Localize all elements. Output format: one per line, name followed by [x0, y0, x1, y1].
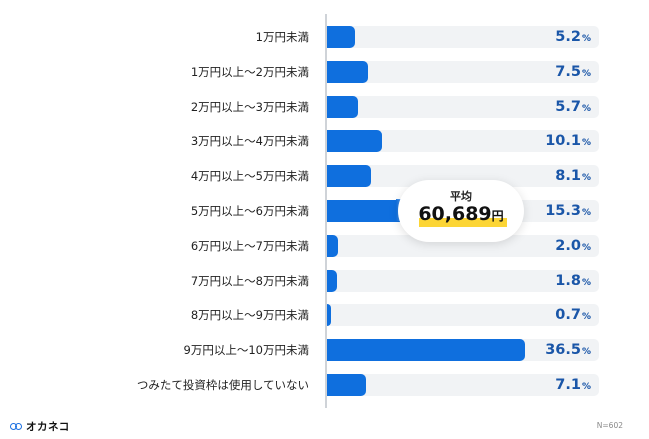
- bar: [327, 339, 526, 362]
- bar-track: [327, 165, 599, 188]
- value-number: 0.7: [555, 307, 581, 324]
- bar: [327, 95, 358, 118]
- value-label: 7.1%: [555, 374, 591, 396]
- category-label: 6万円以上〜7万円未満: [190, 238, 309, 253]
- category-label: 5万円以上〜6万円未満: [190, 204, 309, 218]
- bar-track: [327, 234, 599, 257]
- value-label: 10.1%: [545, 130, 591, 152]
- bar-row: 3万円以上〜4万円未満 10.1%: [0, 130, 649, 153]
- category-label: つみたて投資枠は使用していない: [136, 378, 309, 392]
- bar: [327, 165, 371, 188]
- percent-sign: %: [581, 382, 591, 392]
- value-number: 36.5: [545, 342, 581, 359]
- bar-row: つみたて投資枠は使用していない 7.1%: [0, 374, 649, 396]
- bar: [327, 234, 338, 257]
- bar-row: 8万円以上〜9万円未満 0.7%: [0, 304, 649, 327]
- percent-sign: %: [581, 138, 591, 149]
- value-label: 15.3%: [545, 200, 591, 222]
- value-label: 5.7%: [555, 96, 591, 118]
- value-label: 2.0%: [555, 235, 591, 257]
- brand-name: オカネコ: [26, 420, 70, 433]
- category-label: 8万円以上〜9万円未満: [190, 308, 309, 323]
- value-number: 8.1: [555, 168, 581, 185]
- value-number: 7.5: [555, 63, 581, 80]
- bar: [327, 374, 366, 396]
- average-callout: 平均 60,689円: [398, 180, 524, 242]
- bar-track: [327, 304, 599, 327]
- value-number: 15.3: [545, 203, 581, 219]
- bar-row: 7万円以上〜8万円未満 1.8%: [0, 269, 649, 292]
- percent-sign: %: [581, 277, 591, 288]
- average-highlight: [419, 218, 507, 227]
- percent-sign: %: [581, 34, 591, 44]
- bar: [327, 26, 356, 48]
- value-number: 2.0: [555, 237, 581, 254]
- percent-sign: %: [581, 68, 591, 79]
- bar-track: [327, 95, 599, 118]
- category-label: 7万円以上〜8万円未満: [190, 273, 309, 288]
- value-number: 1.8: [555, 272, 581, 289]
- brand-logo: オカネコ: [10, 419, 70, 433]
- percent-sign: %: [581, 242, 591, 253]
- average-value-wrap: 60,689円: [398, 203, 524, 225]
- value-number: 10.1: [545, 133, 581, 150]
- bar: [327, 200, 411, 222]
- category-label: 9万円以上〜10万円未満: [183, 343, 309, 358]
- percent-sign: %: [581, 312, 591, 323]
- category-label: 4万円以上〜5万円未満: [190, 169, 309, 184]
- bar-row: 2万円以上〜3万円未満 5.7%: [0, 95, 649, 118]
- value-label: 7.5%: [555, 61, 591, 83]
- category-label: 1万円未満: [255, 30, 309, 44]
- bar-row: 1万円以上〜2万円未満 7.5%: [0, 60, 649, 83]
- percent-sign: %: [581, 208, 591, 218]
- bar-track: [327, 374, 599, 396]
- percent-sign: %: [581, 103, 591, 114]
- bar: [327, 269, 337, 292]
- value-label: 36.5%: [545, 339, 591, 361]
- percent-sign: %: [581, 173, 591, 184]
- sample-size: N=602: [596, 421, 623, 430]
- average-unit: 円: [491, 209, 504, 223]
- bar-track: [327, 130, 599, 153]
- value-label: 1.8%: [555, 270, 591, 292]
- bar-row: 1万円未満 5.2%: [0, 26, 649, 48]
- infinity-logo-icon: [10, 422, 22, 430]
- average-title: 平均: [450, 190, 472, 203]
- value-label: 5.2%: [555, 26, 591, 48]
- value-label: 8.1%: [555, 165, 591, 187]
- value-number: 5.7: [555, 98, 581, 115]
- category-label: 3万円以上〜4万円未満: [190, 134, 309, 149]
- bar-row: 5万円以上〜6万円未満 15.3%: [0, 200, 649, 222]
- bar-row: 6万円以上〜7万円未満 2.0%: [0, 234, 649, 257]
- bar-track: [327, 269, 599, 292]
- value-number: 7.1: [555, 377, 581, 393]
- average-value: 60,689: [418, 203, 492, 225]
- bar-track: [327, 60, 599, 83]
- category-label: 2万円以上〜3万円未満: [190, 99, 309, 114]
- bar-row: 9万円以上〜10万円未満 36.5%: [0, 339, 649, 362]
- bar: [327, 130, 382, 153]
- value-label: 0.7%: [555, 304, 591, 326]
- percent-sign: %: [581, 347, 591, 358]
- bar: [327, 304, 331, 327]
- bar: [327, 60, 368, 83]
- value-number: 5.2: [555, 29, 581, 45]
- category-label: 1万円以上〜2万円未満: [190, 64, 309, 79]
- y-axis-line: [325, 14, 327, 408]
- bar-row: 4万円以上〜5万円未満 8.1%: [0, 165, 649, 188]
- bar-track: [327, 26, 599, 48]
